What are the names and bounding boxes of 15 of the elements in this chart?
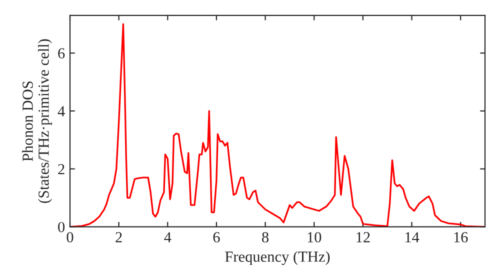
y-tick-label: 0	[58, 222, 65, 232]
x-tick-label: 0	[66, 232, 74, 242]
x-tick-label: 10	[308, 232, 322, 242]
x-tick-label: 6	[213, 232, 220, 242]
x-tick-label: 4	[164, 232, 172, 242]
y-axis-title: Phonon DOS (States/THz·primitive cell)	[22, 39, 52, 203]
x-tick-label: 16	[454, 232, 468, 242]
y-tick-label: 4	[58, 106, 65, 116]
y-tick-label: 2	[58, 164, 64, 174]
x-tick-label: 12	[356, 232, 370, 242]
x-tick-label: 8	[262, 232, 269, 242]
x-axis-title: Frequency (THz)	[225, 251, 330, 265]
y-tick-label: 6	[58, 48, 65, 58]
x-tick-label: 2	[116, 232, 122, 242]
x-tick-label: 14	[405, 232, 420, 242]
